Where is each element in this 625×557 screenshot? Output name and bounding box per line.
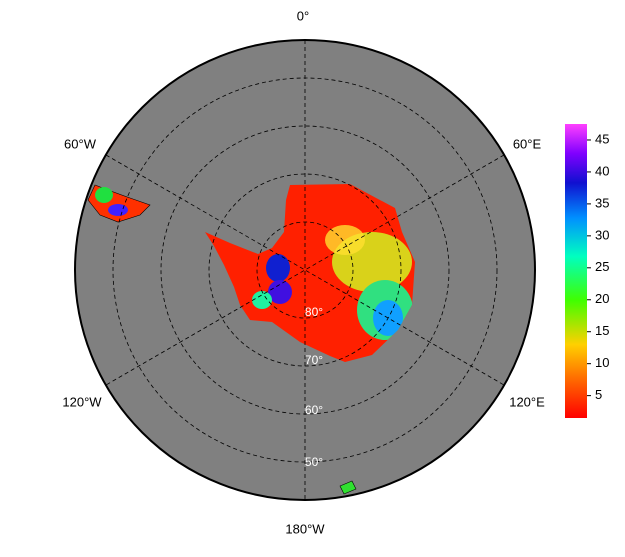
colorbar-tick-label: 30 bbox=[595, 227, 609, 242]
colorbar-tick-label: 10 bbox=[595, 355, 609, 370]
colorbar-tick-label: 20 bbox=[595, 291, 609, 306]
longitude-label: 120°W bbox=[62, 394, 102, 409]
colorbar-tick-label: 5 bbox=[595, 387, 602, 402]
latitude-label: 70° bbox=[305, 353, 323, 367]
colorbar-tick-label: 35 bbox=[595, 195, 609, 210]
latitude-label: 50° bbox=[305, 455, 323, 469]
longitude-label: 180°W bbox=[285, 521, 325, 536]
longitude-label: 60°E bbox=[513, 136, 542, 151]
colorbar bbox=[565, 124, 587, 418]
latitude-label: 60° bbox=[305, 403, 323, 417]
graticule bbox=[105, 40, 505, 500]
latitude-label: 80° bbox=[305, 305, 323, 319]
colorbar-tick-label: 15 bbox=[595, 323, 609, 338]
colorbar-tick-label: 40 bbox=[595, 163, 609, 178]
island bbox=[339, 480, 357, 495]
longitude-label: 0° bbox=[297, 8, 309, 23]
colorbar-tick-label: 45 bbox=[595, 131, 609, 146]
colorbar-tick-label: 25 bbox=[595, 259, 609, 274]
longitude-label: 120°E bbox=[509, 394, 545, 409]
south-america bbox=[87, 184, 151, 223]
longitude-label: 60°W bbox=[64, 136, 97, 151]
